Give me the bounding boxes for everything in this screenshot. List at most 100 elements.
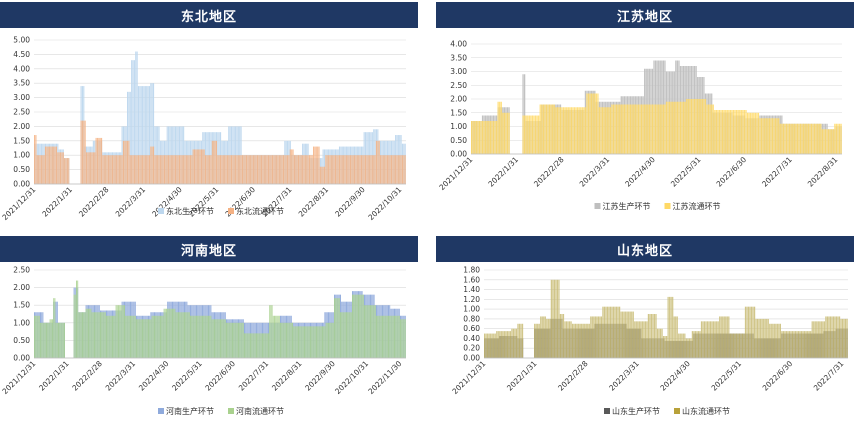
bar-circulation xyxy=(397,155,399,184)
bar-circulation xyxy=(585,323,587,358)
bar-circulation xyxy=(283,322,285,358)
bar-circulation xyxy=(317,326,319,358)
bar-circulation xyxy=(162,315,164,358)
bar-circulation xyxy=(725,316,727,358)
bar-circulation xyxy=(262,333,263,358)
bar-circulation xyxy=(236,322,238,358)
bar-circulation xyxy=(110,315,112,358)
bar-circulation xyxy=(381,155,383,184)
bar-circulation xyxy=(576,323,578,358)
bar-circulation xyxy=(221,319,223,358)
bar-circulation xyxy=(725,110,727,154)
bar-circulation xyxy=(788,331,791,358)
bar-circulation xyxy=(732,110,735,154)
bar-circulation xyxy=(181,312,183,358)
bar-circulation xyxy=(68,158,70,184)
bar-circulation xyxy=(684,333,686,358)
bar-circulation xyxy=(494,333,496,358)
bar-circulation xyxy=(241,322,243,358)
bar-circulation xyxy=(252,333,254,358)
bar-circulation xyxy=(392,315,394,358)
bar-circulation xyxy=(488,121,490,154)
bar-circulation xyxy=(575,107,577,154)
bar-circulation xyxy=(715,110,718,154)
bar-circulation xyxy=(527,115,529,154)
bar-circulation xyxy=(594,93,596,154)
bar-circulation xyxy=(713,321,715,358)
bar-circulation xyxy=(764,118,766,154)
bar-circulation xyxy=(168,308,170,358)
bar-circulation xyxy=(364,305,365,358)
x-tick-label: 2022/3/31 xyxy=(607,359,641,393)
bar-circulation xyxy=(670,101,672,154)
bar-circulation xyxy=(278,315,280,358)
bar-circulation xyxy=(186,312,188,358)
bar-circulation xyxy=(528,115,530,154)
bar-circulation xyxy=(325,322,327,358)
bar-circulation xyxy=(110,155,112,184)
bar-circulation xyxy=(773,118,775,154)
bar-circulation xyxy=(388,315,389,358)
bar-circulation xyxy=(223,319,225,358)
bar-circulation xyxy=(55,322,57,358)
bar-circulation xyxy=(371,305,373,358)
bar-circulation xyxy=(270,155,272,184)
chart-svg: 0.00 0.50 1.00 1.50 2.00 2.50 3.00 3.50 4.00 4.50… xyxy=(0,36,406,222)
bar-circulation xyxy=(40,322,41,358)
bar-circulation xyxy=(703,321,706,358)
bar-circulation xyxy=(282,322,284,358)
bar-circulation xyxy=(59,152,62,184)
legend-swatch xyxy=(604,408,610,414)
bar-circulation xyxy=(107,155,109,184)
bar-production xyxy=(146,86,148,184)
bar-circulation xyxy=(835,316,838,358)
bar-circulation xyxy=(762,118,764,154)
y-tick-label: 1.00 xyxy=(463,305,480,314)
bar-production xyxy=(524,74,526,154)
bar-circulation xyxy=(49,146,51,184)
bar-circulation xyxy=(399,155,401,184)
bar-circulation xyxy=(485,121,487,154)
bar-circulation xyxy=(825,316,827,358)
bar-circulation xyxy=(497,101,499,154)
bar-circulation xyxy=(340,312,341,358)
bar-circulation xyxy=(483,121,485,154)
bar-circulation xyxy=(558,107,560,154)
bar-circulation xyxy=(331,322,333,358)
bar-circulation xyxy=(804,331,806,358)
bar-circulation xyxy=(162,155,164,184)
bar-circulation xyxy=(355,155,357,184)
bar-circulation xyxy=(578,107,580,154)
bar-circulation xyxy=(829,316,832,358)
bar-circulation xyxy=(637,104,640,154)
bar-circulation xyxy=(122,305,124,358)
legend-swatch xyxy=(158,408,164,414)
bar-circulation xyxy=(144,319,146,358)
bar-circulation xyxy=(746,112,749,154)
bar-circulation xyxy=(304,326,305,358)
bar-circulation xyxy=(243,155,245,184)
bar-circulation xyxy=(272,315,274,358)
bar-circulation xyxy=(348,155,350,184)
bar-circulation xyxy=(600,107,602,154)
bar-circulation xyxy=(709,321,712,358)
bar-circulation xyxy=(564,321,566,358)
bar-circulation xyxy=(472,121,474,154)
bar-circulation xyxy=(299,326,301,358)
bar-circulation xyxy=(113,315,115,358)
y-tick-label: 1.00 xyxy=(450,122,467,131)
y-tick-label: 1.40 xyxy=(463,285,480,294)
bar-circulation xyxy=(796,123,799,154)
bar-circulation xyxy=(658,328,660,358)
bar-circulation xyxy=(827,129,830,154)
bar-circulation xyxy=(653,104,655,154)
bar-circulation xyxy=(338,298,340,358)
bar-circulation xyxy=(312,326,314,358)
bar-circulation xyxy=(502,112,504,154)
y-tick-label: 0.20 xyxy=(463,344,480,353)
bar-production xyxy=(136,51,138,184)
bar-circulation xyxy=(598,107,601,154)
bar-circulation xyxy=(746,306,748,358)
bar-circulation xyxy=(42,155,44,184)
bar-circulation xyxy=(813,321,815,358)
